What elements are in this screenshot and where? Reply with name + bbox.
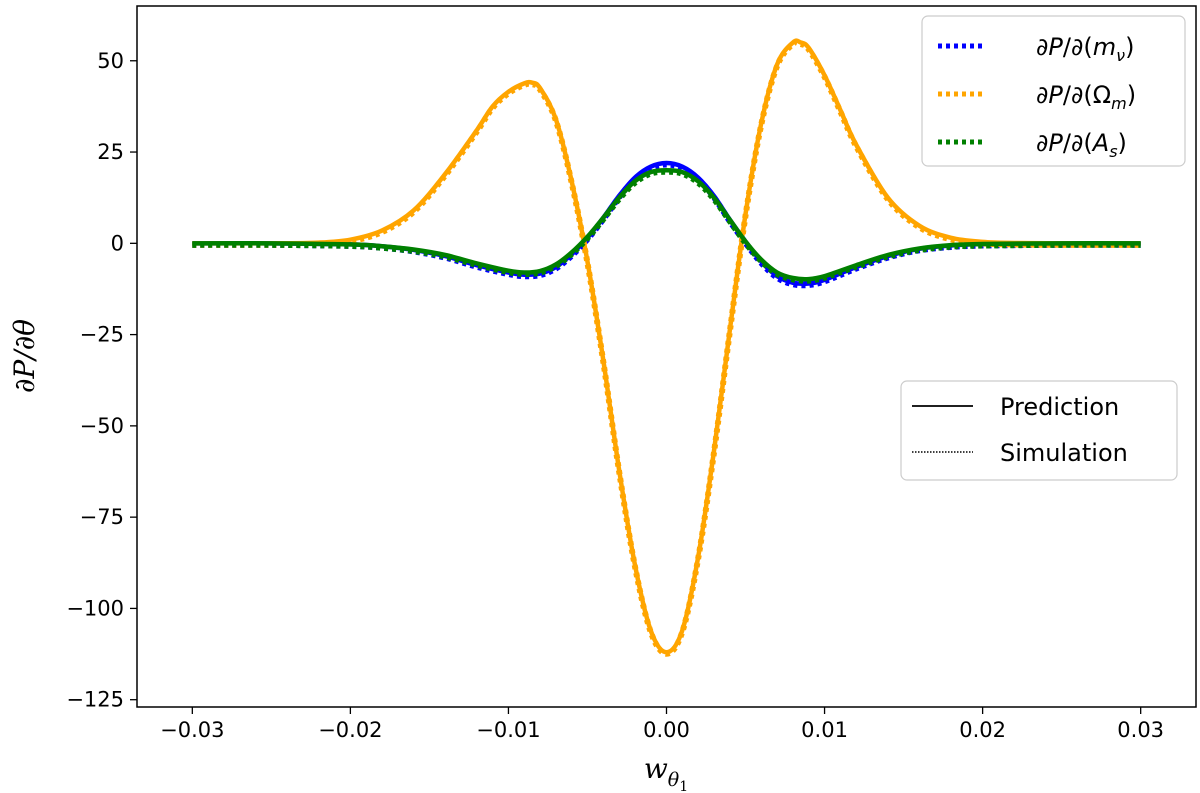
simulation-line-a-s (192, 168, 1141, 284)
x-tick-label: 0.02 (959, 718, 1006, 742)
legend-series-box (921, 15, 1186, 167)
y-tick-label: −125 (66, 688, 124, 712)
simulation-line-m-nu (192, 161, 1141, 289)
y-tick-label: 0 (111, 231, 124, 255)
y-axis-label: ∂P/∂θ (8, 319, 41, 393)
legend-label-prediction: Prediction (1000, 393, 1119, 421)
x-tick-label: 0.03 (1117, 718, 1164, 742)
prediction-line-m-nu (192, 160, 1141, 287)
legend-series: ∂P/∂(mν) ∂P/∂(Ωm) ∂P/∂(As) (921, 15, 1186, 167)
simulation-line-omega-m (192, 39, 1141, 657)
legend-label-m-nu: ∂P/∂(mν) (1036, 33, 1134, 65)
series-layer (192, 38, 1141, 657)
prediction-line-a-s (192, 168, 1141, 282)
y-tick-label: 50 (97, 49, 124, 73)
x-axis-label: wθ1 (644, 752, 688, 793)
x-tick-label: 0.01 (801, 718, 848, 742)
x-tick-label: −0.02 (318, 718, 382, 742)
legend-label-simulation: Simulation (1000, 439, 1128, 467)
x-tick-label: 0.00 (643, 718, 690, 742)
y-tick-label: −25 (80, 323, 124, 347)
legend-styles: Prediction Simulation (900, 380, 1178, 481)
x-tick-label: −0.03 (160, 718, 224, 742)
y-tick-label: −100 (66, 596, 124, 620)
ticks-layer: −0.03 −0.02 −0.01 0.00 0.01 0.02 0.03 50 25 0 −25 −… (66, 49, 1164, 742)
y-tick-label: −75 (80, 505, 124, 529)
y-tick-label: −50 (80, 414, 124, 438)
x-tick-label: −0.01 (476, 718, 540, 742)
y-tick-label: 25 (97, 140, 124, 164)
